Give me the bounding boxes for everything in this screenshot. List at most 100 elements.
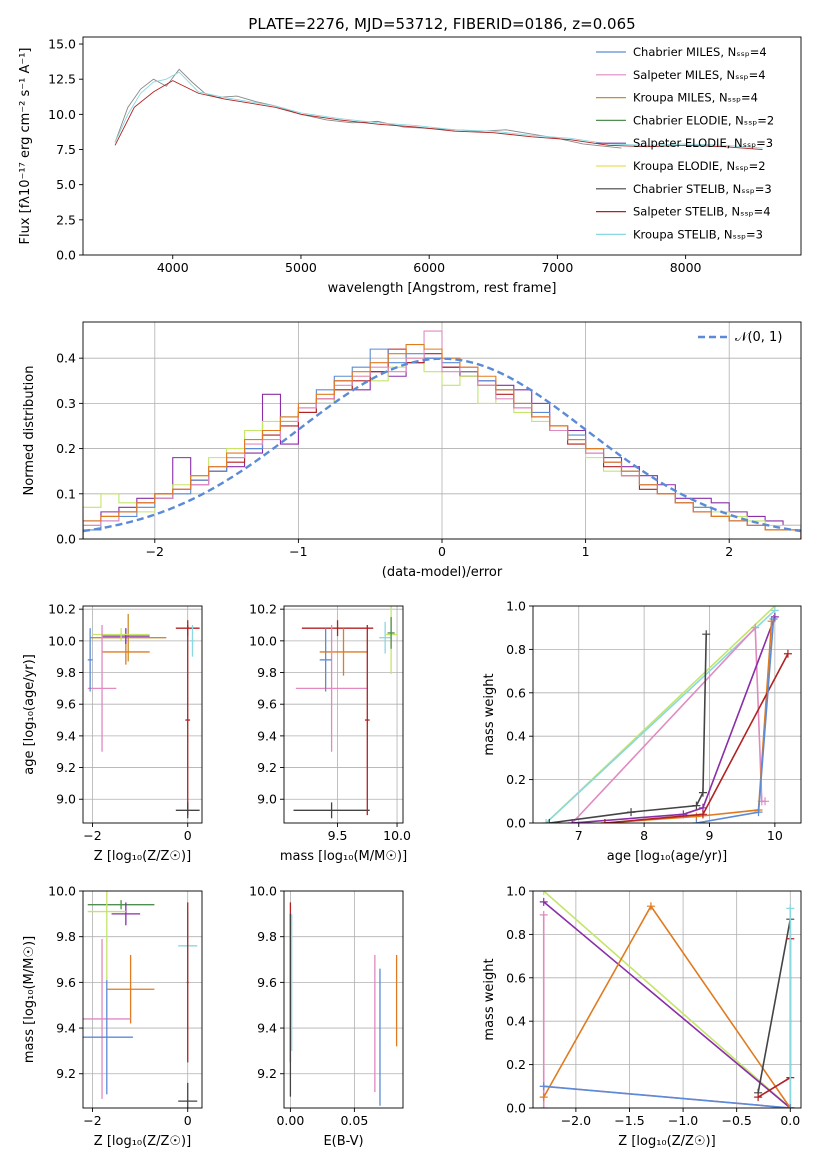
normal-curve [83, 357, 801, 533]
x-axis-label: Z [log₁₀(Z/Z☉)] [94, 1134, 191, 1149]
data-point-marker [600, 819, 609, 823]
data-point-marker [786, 904, 795, 913]
data-point-marker [692, 819, 701, 823]
data-point-marker [698, 788, 707, 797]
y-tick-label: 0.0 [56, 532, 76, 547]
x-tick-label: 6000 [413, 260, 445, 275]
axes-frame [82, 36, 802, 256]
legend-item: Salpeter MILES, Nₛₛₚ=4 [596, 68, 766, 82]
data-point-marker [568, 819, 577, 823]
line-series [543, 901, 791, 1108]
axes-frame [283, 890, 404, 1109]
legend-item: Chabrier ELODIE, Nₛₛₚ=2 [596, 113, 774, 127]
y-axis-label: mass [log₁₀(M/M☉)] [22, 936, 37, 1063]
x-tick-label: −1.0 [668, 1113, 698, 1128]
x-tick-label: −2 [146, 544, 164, 559]
y-tick-label: 0.8 [506, 927, 526, 942]
line-series [543, 1085, 791, 1108]
y-tick-label: 0.4 [506, 729, 526, 744]
x-axis-label: Z [log₁₀(Z/Z☉)] [94, 849, 191, 864]
legend-label: Salpeter STELIB, Nₛₛₚ=4 [633, 205, 771, 219]
axes-frame [283, 605, 404, 824]
y-tick-label: 10.0 [249, 884, 277, 899]
legend-item: Chabrier MILES, Nₛₛₚ=4 [596, 45, 767, 59]
y-tick-label: 0.1 [56, 486, 76, 501]
panel-z-mass: −2 0 9.2 9.4 9.6 9.8 10.0 Z [log₁₀(Z/Z☉)] mass [… [22, 884, 203, 1149]
line-series [604, 653, 789, 823]
x-tick-label: 8000 [670, 260, 702, 275]
x-tick-label: −1.5 [614, 1113, 644, 1128]
line-series [542, 914, 791, 1108]
legend-item: Salpeter STELIB, Nₛₛₚ=4 [596, 205, 771, 219]
panel-age-weight: 7 8 9 10 0.0 0.2 0.4 0.6 0.8 1.0 age [log₁₀(age/yr… [482, 599, 802, 864]
y-tick-label: 9.0 [56, 792, 76, 807]
axes-frame [82, 605, 203, 824]
y-tick-label: 9.2 [257, 760, 277, 775]
legend-item: 𝒩(0, 1) [698, 330, 782, 345]
y-tick-label: 9.2 [56, 1066, 76, 1081]
plot-area [293, 606, 398, 819]
y-tick-label: 10.2 [48, 602, 76, 617]
legend-item: Kroupa MILES, Nₛₛₚ=4 [596, 91, 758, 105]
legend-label: Chabrier MILES, Nₛₛₚ=4 [633, 45, 767, 59]
y-axis-label: mass weight [482, 673, 497, 755]
y-tick-label: 2.5 [56, 212, 76, 227]
plot-area [83, 330, 801, 539]
legend: Chabrier MILES, Nₛₛₚ=4 Salpeter MILES, Nₛ… [596, 45, 774, 241]
line-series [572, 616, 776, 823]
legend: 𝒩(0, 1) [698, 330, 782, 345]
panel-mass-age: 9.5 10.0 9.0 9.2 9.4 9.6 9.8 10.0 10.2 mass [log₁… [249, 602, 411, 864]
y-axis-label: mass weight [482, 958, 497, 1040]
x-tick-label: 8 [640, 828, 648, 843]
y-tick-label: 0.4 [506, 1014, 526, 1029]
x-tick-label: 0.00 [276, 1113, 304, 1128]
panel-spectrum: 4000 5000 6000 7000 8000 0.0 2.5 5.0 7.5 10.0 12.5… [18, 15, 802, 296]
data-point-marker [646, 902, 655, 911]
y-tick-label: 0.6 [506, 970, 526, 985]
data-point-marker [754, 1093, 763, 1102]
plot-area [114, 68, 763, 150]
line-series [114, 71, 763, 149]
y-axis-label: age [log₁₀(age/yr)] [22, 654, 37, 775]
y-tick-label: 0.3 [56, 396, 76, 411]
y-tick-label: 10.0 [249, 633, 277, 648]
plot-area [542, 606, 792, 823]
x-tick-label: 7 [575, 828, 583, 843]
x-tick-label: 0 [184, 828, 192, 843]
y-axis-label: Flux [fλ10⁻¹⁷ erg cm⁻² s⁻¹ A⁻¹] [18, 48, 33, 245]
data-point-marker [627, 808, 636, 817]
x-axis-label: Z [log₁₀(Z/Z☉)] [618, 1134, 715, 1149]
y-tick-label: 1.0 [506, 599, 526, 614]
y-tick-label: 12.5 [48, 72, 76, 87]
y-tick-label: 0.2 [506, 1057, 526, 1072]
y-tick-label: 0.8 [506, 642, 526, 657]
y-tick-label: 9.6 [257, 697, 277, 712]
data-point-marker [702, 630, 711, 639]
y-tick-label: 5.0 [56, 177, 76, 192]
data-point-marker [754, 808, 763, 817]
data-point-marker [545, 819, 554, 823]
line-series [604, 621, 773, 823]
legend-label: Kroupa ELODIE, Nₛₛₚ=2 [633, 159, 766, 173]
y-tick-label: 9.8 [257, 665, 277, 680]
legend-label: Chabrier STELIB, Nₛₛₚ=3 [633, 182, 772, 196]
panel-z-age: −2 0 9.0 9.2 9.4 9.6 9.8 10.0 10.2 Z [log₁₀(Z/Z☉)… [22, 602, 203, 864]
data-point-marker [783, 649, 792, 658]
legend-item: Kroupa ELODIE, Nₛₛₚ=2 [596, 159, 766, 173]
x-tick-label: 9 [706, 828, 714, 843]
legend-item: Salpeter ELODIE, Nₛₛₚ=3 [596, 136, 773, 150]
axes-frame [532, 890, 802, 1109]
plot-area [539, 891, 795, 1108]
x-axis-label: age [log₁₀(age/yr)] [607, 849, 728, 864]
x-tick-label: −2 [83, 828, 101, 843]
x-tick-label: 9.5 [328, 828, 348, 843]
plot-area [87, 613, 200, 819]
x-axis-label: mass [log₁₀(M/M☉)] [280, 849, 407, 864]
data-point-marker [539, 897, 548, 906]
axes-frame [82, 890, 203, 1109]
x-tick-label: 0.05 [340, 1113, 368, 1128]
y-tick-label: 9.8 [257, 929, 277, 944]
histogram-series [83, 344, 801, 539]
x-tick-label: −0.5 [722, 1113, 752, 1128]
